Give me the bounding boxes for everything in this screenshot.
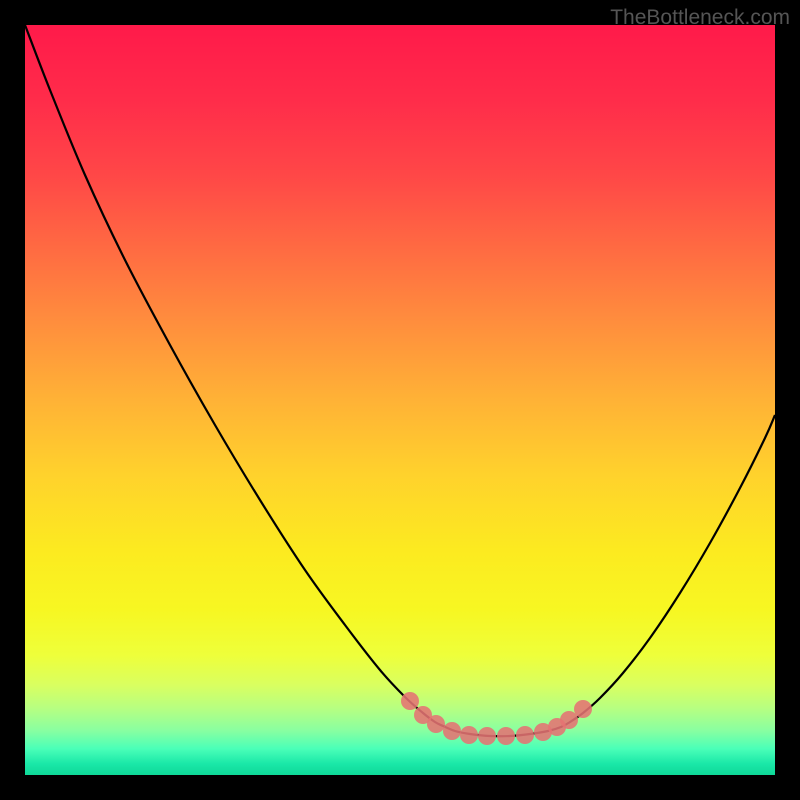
marker-point	[516, 726, 534, 744]
marker-point	[574, 700, 592, 718]
bottleneck-curve	[25, 25, 775, 775]
marker-point	[427, 715, 445, 733]
marker-point	[443, 722, 461, 740]
marker-point	[460, 726, 478, 744]
marker-point	[478, 727, 496, 745]
marker-point	[560, 711, 578, 729]
plot-area	[25, 25, 775, 775]
attribution-watermark: TheBottleneck.com	[610, 6, 790, 30]
marker-point	[497, 727, 515, 745]
marker-point	[401, 692, 419, 710]
